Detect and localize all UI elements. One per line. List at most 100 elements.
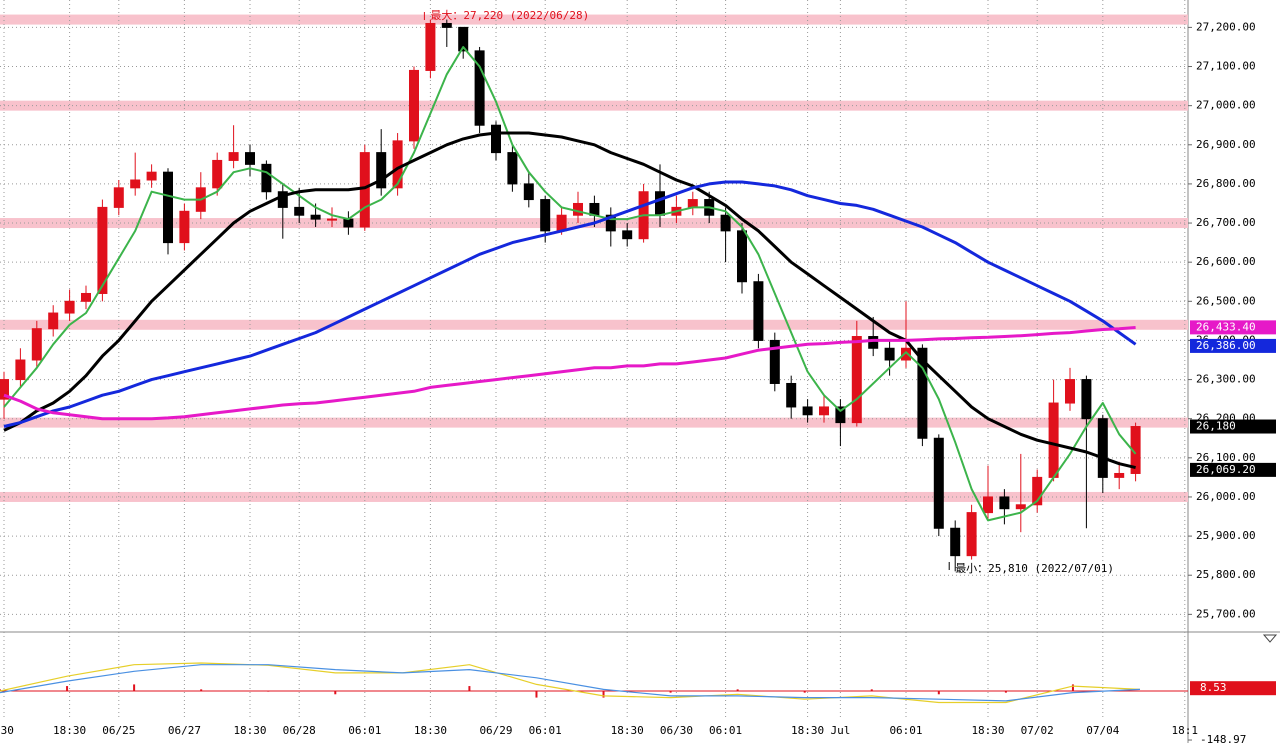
- candle-body: [950, 527, 961, 557]
- candle-body: [15, 359, 26, 381]
- candle-body: [261, 163, 272, 193]
- y-tick-label: 26,900.00: [1196, 138, 1256, 151]
- price-tag: [1190, 320, 1276, 335]
- y-tick-label: 27,100.00: [1196, 60, 1256, 73]
- panel-toggle[interactable]: [1262, 634, 1278, 643]
- candle-body: [786, 382, 797, 408]
- candle-body: [48, 312, 59, 330]
- candle-body: [802, 406, 813, 416]
- candle-body: [376, 152, 387, 189]
- candle-body: [81, 292, 91, 302]
- candle-body: [474, 50, 485, 126]
- candle-body: [294, 206, 305, 216]
- x-tick-label: 18:30: [414, 724, 447, 737]
- price-tag: [1190, 338, 1276, 353]
- candle-body: [146, 171, 157, 181]
- candle-body: [622, 230, 633, 240]
- candle-body: [769, 339, 780, 384]
- price-tag-label: 26,386.00: [1196, 339, 1256, 352]
- candle-body: [1065, 379, 1075, 404]
- y-tick-label: 26,700.00: [1196, 216, 1256, 229]
- x-tick-label: 06:01: [709, 724, 742, 737]
- x-tick-label: 18:30: [611, 724, 644, 737]
- candle-body: [163, 171, 173, 244]
- candle-body: [327, 218, 337, 221]
- candle-body: [901, 347, 911, 361]
- x-tick-label: 06/28: [283, 724, 316, 737]
- candle-body: [0, 379, 9, 400]
- candle-body: [392, 140, 403, 189]
- candle-body: [277, 191, 288, 208]
- candle-body: [1081, 379, 1092, 420]
- horizontal-band: [0, 14, 1188, 25]
- candle-body: [212, 159, 223, 189]
- candle-body: [966, 512, 977, 557]
- x-tick-label: 18:30: [791, 724, 824, 737]
- max-annotation: 最大：27,220 (2022/06/28): [430, 8, 589, 22]
- candle-body: [1097, 418, 1108, 478]
- candle-body: [130, 179, 141, 189]
- y-tick-label: 26,600.00: [1196, 255, 1256, 268]
- price-tag: [1190, 462, 1276, 477]
- value-tag-label: 8.53: [1200, 681, 1227, 694]
- price-tag: [1190, 419, 1276, 434]
- candle-body: [1032, 476, 1043, 506]
- candle-body: [687, 199, 698, 208]
- moving-average: [3, 180, 1137, 428]
- candle-body: [523, 183, 534, 201]
- x-tick-label: 06:01: [348, 724, 381, 737]
- y-tick-label: 27,000.00: [1196, 99, 1256, 112]
- candle-body: [310, 214, 321, 220]
- candle-body: [1114, 472, 1125, 478]
- x-tick-label: 06:01: [529, 724, 562, 737]
- x-tick-label: :30: [0, 724, 14, 737]
- candle-body: [868, 336, 879, 349]
- candle-body: [507, 152, 518, 185]
- candle-body: [917, 347, 928, 439]
- y-tick-label: 26,500.00: [1196, 294, 1256, 307]
- y-tick-label: 26,800.00: [1196, 177, 1256, 190]
- x-tick-label: Jul: [830, 724, 850, 737]
- price-tag-label: 26,180: [1196, 420, 1236, 433]
- y-tick-label: 26,300.00: [1196, 373, 1256, 386]
- y-tick-label: 27,200.00: [1196, 20, 1256, 33]
- candle-body: [441, 22, 452, 28]
- min-annotation: 最小：25,810 (2022/07/01): [955, 562, 1114, 575]
- candle-body: [753, 281, 764, 341]
- candle-body: [425, 22, 436, 71]
- candle-body: [1015, 504, 1026, 510]
- candle-body: [491, 124, 501, 154]
- y-tick-label: 26,100.00: [1196, 451, 1256, 464]
- horizontal-band: [0, 100, 1188, 111]
- x-tick-label: 06/30: [660, 724, 693, 737]
- candle-body: [720, 214, 731, 232]
- candle-body: [31, 328, 42, 361]
- moving-average: [3, 131, 1136, 470]
- price-tag-label: 26,069.20: [1196, 463, 1256, 476]
- macd-line: [0, 662, 1141, 704]
- candle-body: [605, 214, 616, 232]
- x-tick-label: 06/27: [168, 724, 201, 737]
- x-tick-label: 07/04: [1086, 724, 1119, 737]
- x-tick-label: 18:30: [233, 724, 266, 737]
- candle-body: [556, 214, 567, 232]
- candle-body: [655, 191, 665, 216]
- candle-body: [343, 218, 354, 228]
- y-tick-label: 25,900.00: [1196, 529, 1256, 542]
- y-tick-label: 25,700.00: [1196, 607, 1256, 620]
- candle-body: [819, 406, 829, 416]
- candle-body: [1048, 402, 1059, 478]
- candle-body: [458, 26, 469, 52]
- candle-body: [540, 199, 551, 232]
- candle-body: [835, 406, 846, 424]
- moving-average: [3, 46, 1137, 522]
- x-tick-label: 18:1: [1172, 724, 1199, 737]
- candle-body: [851, 336, 862, 424]
- candle-body: [359, 152, 370, 228]
- candle-body: [573, 202, 583, 216]
- x-tick-label: 06/25: [102, 724, 135, 737]
- candle-body: [179, 210, 190, 244]
- candle-body: [245, 152, 255, 165]
